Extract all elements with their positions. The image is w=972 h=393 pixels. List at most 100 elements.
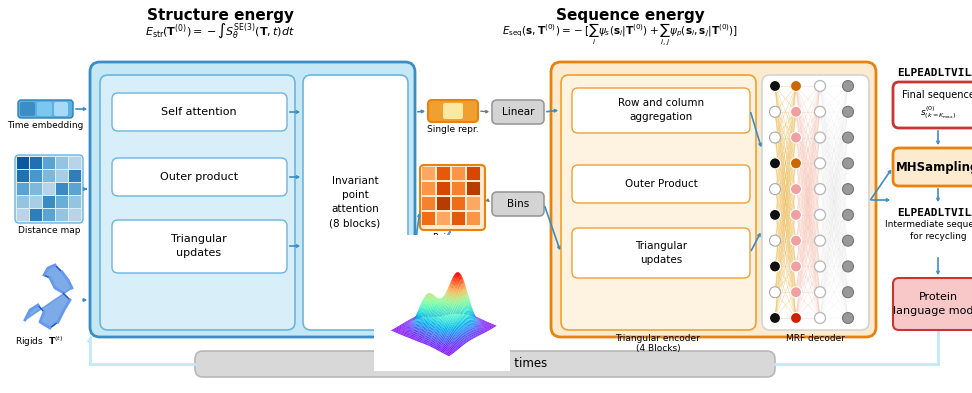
Text: Triangular
updates: Triangular updates [171, 234, 226, 257]
Bar [422, 212, 435, 225]
FancyBboxPatch shape [762, 75, 869, 330]
Text: $E_{\mathrm{str}}(\mathbf{T}^{(0)}) = -\int S_\theta^{\mathrm{SE(3)}}(\mathbf{T}: $E_{\mathrm{str}}(\mathbf{T}^{(0)}) = -\… [145, 22, 295, 41]
Bar [17, 157, 29, 169]
Circle shape [815, 312, 825, 323]
Bar [56, 196, 68, 208]
Bar [17, 196, 29, 208]
Circle shape [843, 235, 853, 246]
Circle shape [770, 261, 781, 272]
Text: ELPEADLTVILA: ELPEADLTVILA [897, 68, 972, 78]
Text: Triangular encoder
(4 Blocks): Triangular encoder (4 Blocks) [615, 334, 701, 353]
FancyBboxPatch shape [551, 62, 876, 337]
Circle shape [815, 81, 825, 92]
FancyBboxPatch shape [492, 192, 544, 216]
Circle shape [815, 158, 825, 169]
Text: Bins: Bins [506, 199, 529, 209]
Bar [56, 209, 68, 221]
FancyBboxPatch shape [112, 220, 287, 273]
Circle shape [790, 261, 802, 272]
Bar [467, 182, 480, 195]
Bar [422, 182, 435, 195]
Circle shape [843, 132, 853, 143]
Bar [56, 183, 68, 195]
Circle shape [770, 287, 781, 298]
Circle shape [843, 287, 853, 298]
FancyBboxPatch shape [893, 148, 972, 186]
Bar [56, 157, 68, 169]
Bar [467, 167, 480, 180]
Bar [43, 170, 55, 182]
Bar [69, 183, 81, 195]
FancyBboxPatch shape [443, 103, 463, 119]
Text: ELPEADLTVILA: ELPEADLTVILA [897, 208, 972, 218]
Bar [30, 209, 42, 221]
FancyBboxPatch shape [572, 88, 750, 133]
FancyBboxPatch shape [492, 100, 544, 124]
Text: Structure energy: Structure energy [147, 8, 294, 23]
Bar [437, 167, 450, 180]
Text: MHSampling: MHSampling [896, 160, 972, 173]
FancyBboxPatch shape [195, 351, 775, 377]
Bar [452, 197, 465, 210]
Text: Pair repr.: Pair repr. [433, 233, 473, 242]
Circle shape [815, 184, 825, 195]
Bar [467, 212, 480, 225]
Text: Distance map: Distance map [17, 226, 81, 235]
Bar [437, 197, 450, 210]
Bar [17, 209, 29, 221]
FancyBboxPatch shape [15, 155, 83, 223]
Text: Triangular
updates: Triangular updates [635, 241, 687, 264]
Circle shape [843, 209, 853, 220]
Bar [422, 167, 435, 180]
Circle shape [815, 209, 825, 220]
Bar [56, 170, 68, 182]
Circle shape [790, 184, 802, 195]
Text: Self attention: Self attention [161, 107, 237, 117]
Bar [69, 170, 81, 182]
Circle shape [790, 106, 802, 117]
FancyBboxPatch shape [572, 228, 750, 278]
Text: Intermediate sequence
for recycling: Intermediate sequence for recycling [885, 220, 972, 241]
Circle shape [815, 261, 825, 272]
Circle shape [815, 106, 825, 117]
FancyBboxPatch shape [100, 75, 295, 330]
Text: Single repr.: Single repr. [427, 125, 479, 134]
Circle shape [843, 261, 853, 272]
Bar [422, 197, 435, 210]
FancyBboxPatch shape [426, 298, 498, 322]
FancyBboxPatch shape [20, 102, 35, 116]
FancyBboxPatch shape [90, 62, 415, 337]
Bar [452, 167, 465, 180]
Bar [452, 212, 465, 225]
Circle shape [770, 106, 781, 117]
Bar [43, 209, 55, 221]
Circle shape [770, 81, 781, 92]
Bar [452, 182, 465, 195]
Circle shape [770, 132, 781, 143]
FancyBboxPatch shape [37, 102, 52, 116]
Circle shape [790, 132, 802, 143]
Text: $s^{(0)}_{(k=K_{\mathrm{max}})}$: $s^{(0)}_{(k=K_{\mathrm{max}})}$ [920, 104, 956, 121]
Bar [43, 196, 55, 208]
Bar [17, 183, 29, 195]
Circle shape [770, 235, 781, 246]
Text: Recycling for 3 times: Recycling for 3 times [423, 358, 547, 371]
Polygon shape [25, 265, 72, 328]
Bar [17, 170, 29, 182]
Circle shape [843, 158, 853, 169]
Circle shape [770, 312, 781, 323]
FancyBboxPatch shape [572, 165, 750, 203]
Circle shape [790, 209, 802, 220]
Text: Row and column
aggregation: Row and column aggregation [618, 98, 704, 121]
Text: Invariant
point
attention
(8 blocks): Invariant point attention (8 blocks) [330, 176, 381, 228]
FancyBboxPatch shape [112, 93, 287, 131]
Bar [437, 182, 450, 195]
FancyBboxPatch shape [561, 75, 756, 330]
Bar [437, 212, 450, 225]
FancyBboxPatch shape [18, 100, 73, 118]
Text: MRF decoder: MRF decoder [785, 334, 845, 343]
FancyBboxPatch shape [893, 278, 972, 330]
Circle shape [815, 132, 825, 143]
FancyBboxPatch shape [893, 82, 972, 128]
Circle shape [843, 81, 853, 92]
